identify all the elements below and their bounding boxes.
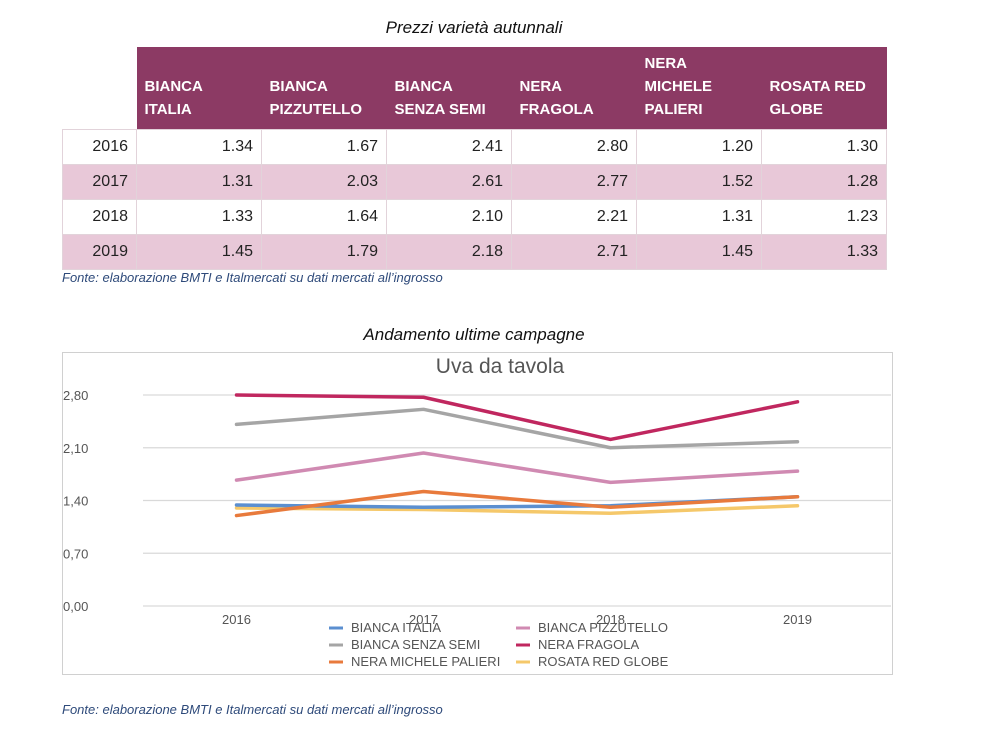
series-line-bianca-pizzutello — [234, 451, 800, 485]
price-cell: 1.33 — [761, 234, 887, 270]
series-line-nera-michele-palieri — [234, 489, 800, 518]
table-row: 2017 1.31 2.03 2.61 2.77 1.52 1.28 — [62, 164, 887, 200]
column-header-text: GLOBE — [769, 101, 823, 118]
legend-item: NERA FRAGOLA — [516, 637, 639, 652]
price-cell: 1.28 — [761, 164, 887, 200]
x-tick-label: 2017 — [409, 612, 438, 627]
price-cell: 1.79 — [261, 234, 387, 270]
column-header-text: PALIERI — [644, 101, 703, 118]
year-cell: 2018 — [62, 199, 137, 235]
y-tick-label: 2,80 — [63, 388, 88, 403]
price-cell: 1.67 — [261, 129, 387, 165]
table-header-row: BIANCA ITALIA BIANCA PIZZUTELLO BIANCA SEN… — [62, 47, 887, 130]
column-header: ROSATA RED GLOBE — [761, 47, 887, 130]
chart-source-note: Fonte: elaborazione BMTI e Italmercati s… — [62, 702, 443, 717]
price-cell: 1.31 — [136, 164, 262, 200]
year-cell: 2017 — [62, 164, 137, 200]
y-tick-label: 0,70 — [63, 546, 88, 561]
legend-label: NERA MICHELE PALIERI — [351, 654, 500, 669]
price-cell: 1.64 — [261, 199, 387, 235]
x-tick-label: 2016 — [222, 612, 251, 627]
price-cell: 2.61 — [386, 164, 512, 200]
price-cell: 2.80 — [511, 129, 637, 165]
legend-item: NERA MICHELE PALIERI — [329, 654, 500, 669]
table-row: 2018 1.33 1.64 2.10 2.21 1.31 1.23 — [62, 199, 887, 235]
y-tick-label: 1,40 — [63, 494, 88, 509]
column-header-text: NERA — [644, 55, 688, 72]
chart-area: Uva da tavola 0,00 0,70 1,40 2,10 2,80 2016 2… — [62, 352, 893, 675]
price-cell: 2.03 — [261, 164, 387, 200]
column-header: NERA MICHELE PALIERI — [636, 47, 762, 130]
y-tick-label: 0,00 — [63, 599, 88, 614]
column-header-text: NERA — [519, 78, 563, 95]
column-header-text: SENZA SEMI — [394, 101, 486, 118]
legend-item: BIANCA ITALIA — [329, 620, 441, 635]
price-cell: 2.41 — [386, 129, 512, 165]
x-tick-label: 2019 — [783, 612, 812, 627]
price-cell: 2.10 — [386, 199, 512, 235]
series-line-bianca-senza-semi — [234, 407, 800, 450]
price-cell: 2.21 — [511, 199, 637, 235]
table-row: 2019 1.45 1.79 2.18 2.71 1.45 1.33 — [62, 234, 887, 270]
chart-title: Uva da tavola — [436, 355, 565, 378]
legend-label: NERA FRAGOLA — [538, 637, 639, 652]
legend-item: BIANCA PIZZUTELLO — [516, 620, 668, 635]
price-cell: 1.31 — [636, 199, 762, 235]
year-cell: 2016 — [62, 129, 137, 165]
price-cell: 1.45 — [636, 234, 762, 270]
y-tick-label: 2,10 — [63, 441, 88, 456]
x-tick-label: 2018 — [596, 612, 625, 627]
series-line-rosata-red-globe — [234, 504, 800, 516]
legend: BIANCA ITALIA BIANCA PIZZUTELLO BIANCA SEN… — [329, 620, 669, 669]
y-axis: 0,00 0,70 1,40 2,10 2,80 — [63, 388, 88, 614]
column-header-text: MICHELE — [644, 78, 713, 95]
legend-label: BIANCA ITALIA — [351, 620, 441, 635]
price-cell: 2.77 — [511, 164, 637, 200]
price-cell: 1.23 — [761, 199, 887, 235]
column-header-text: FRAGOLA — [519, 101, 594, 118]
legend-label: BIANCA PIZZUTELLO — [538, 620, 668, 635]
table-corner-cell — [62, 47, 137, 130]
table-title: Prezzi varietà autunnali — [385, 18, 563, 37]
legend-label: ROSATA RED GLOBE — [538, 654, 669, 669]
price-cell: 1.33 — [136, 199, 262, 235]
price-cell: 2.18 — [386, 234, 512, 270]
legend-item: ROSATA RED GLOBE — [516, 654, 669, 669]
price-cell: 2.71 — [511, 234, 637, 270]
price-cell: 1.52 — [636, 164, 762, 200]
table-source-note: Fonte: elaborazione BMTI e Italmercati s… — [62, 270, 443, 285]
year-cell: 2019 — [62, 234, 137, 270]
price-cell: 1.30 — [761, 129, 887, 165]
column-header-text: BIANCA ITALIA — [144, 78, 203, 118]
prices-table: BIANCA ITALIA BIANCA PIZZUTELLO BIANCA SEN… — [62, 47, 887, 270]
price-cell: 1.34 — [136, 129, 262, 165]
column-header-text: PIZZUTELLO — [269, 101, 363, 118]
table-row: 2016 1.34 1.67 2.41 2.80 1.20 1.30 — [62, 129, 887, 165]
column-header: BIANCA SENZA SEMI — [386, 47, 512, 130]
price-cell: 1.45 — [136, 234, 262, 270]
chart-caption: Andamento ultime campagne — [363, 325, 585, 344]
line-chart: Uva da tavola 0,000,701,402,102,80 2016 2… — [63, 355, 891, 669]
legend-label: BIANCA SENZA SEMI — [351, 637, 480, 652]
column-header: BIANCA PIZZUTELLO — [261, 47, 387, 130]
series-lines — [234, 393, 800, 518]
price-cell: 1.20 — [636, 129, 762, 165]
column-header-text: BIANCA — [269, 78, 328, 95]
series-line-nera-fragola — [234, 393, 800, 442]
column-header-text: BIANCA — [394, 78, 453, 95]
column-header-text: ROSATA RED — [769, 78, 866, 95]
legend-item: BIANCA SENZA SEMI — [329, 637, 480, 652]
column-header: BIANCA ITALIA — [136, 47, 262, 130]
x-axis: 2016 2017 2018 2019 — [222, 612, 812, 627]
column-header: NERA FRAGOLA — [511, 47, 637, 130]
